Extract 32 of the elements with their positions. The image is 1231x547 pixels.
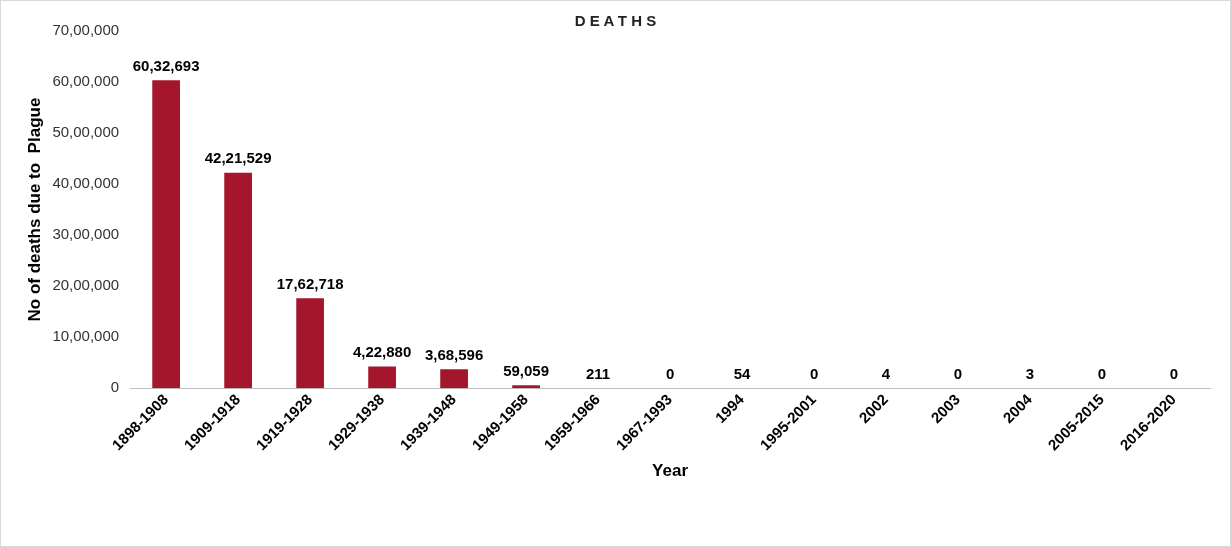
- bar: [224, 172, 252, 389]
- bar: [152, 80, 180, 389]
- y-tick-label: 0: [110, 378, 120, 396]
- data-label: 17,62,718: [276, 274, 344, 292]
- data-label: 42,21,529: [204, 149, 272, 167]
- data-label: 4,22,880: [352, 343, 412, 361]
- chart-title: D E A T H S: [574, 12, 657, 30]
- data-label: 59,059: [503, 361, 550, 379]
- data-label: 60,32,693: [132, 56, 200, 74]
- bar: [296, 298, 324, 389]
- y-tick-label: 30,00,000: [52, 225, 120, 243]
- data-label: 3,68,596: [424, 345, 484, 363]
- bar: [368, 366, 396, 389]
- data-label: 4: [881, 364, 891, 382]
- y-tick-label: 60,00,000: [52, 72, 120, 90]
- y-tick-label: 20,00,000: [52, 276, 120, 294]
- x-axis-title: Year: [652, 461, 689, 481]
- y-tick-label: 10,00,000: [52, 327, 120, 345]
- data-label: 0: [1169, 364, 1179, 382]
- bar: [512, 385, 540, 389]
- y-tick-label: 50,00,000: [52, 123, 120, 141]
- bar: [440, 369, 468, 389]
- data-label: 0: [953, 364, 963, 382]
- data-label: 0: [809, 364, 819, 382]
- data-label: 0: [1097, 364, 1107, 382]
- y-tick-label: 40,00,000: [52, 174, 120, 192]
- y-axis-title: No of deaths due to Plague: [24, 97, 44, 322]
- data-label: 3: [1025, 364, 1035, 382]
- data-label: 0: [665, 364, 675, 382]
- y-tick-label: 70,00,000: [52, 21, 120, 39]
- data-label: 211: [585, 364, 611, 382]
- data-label: 54: [733, 364, 752, 382]
